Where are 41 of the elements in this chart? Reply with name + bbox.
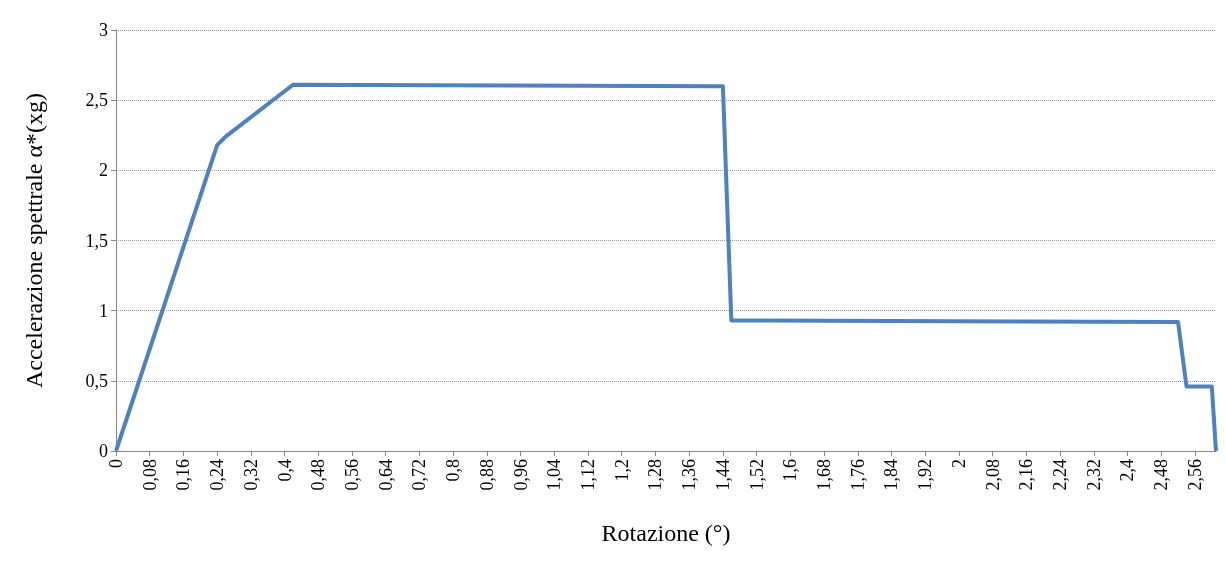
x-tick-label: 0,24	[207, 459, 228, 491]
x-tick-label: 2,56	[1184, 459, 1205, 491]
x-tick-label: 2,4	[1117, 459, 1138, 482]
x-tick-label: 1,52	[746, 459, 767, 491]
x-tick-label: 1,84	[881, 459, 902, 491]
x-tick-label: 2,32	[1083, 459, 1104, 491]
x-tick-label: 1,68	[814, 459, 835, 491]
x-axis-title: Rotazione (°)	[601, 520, 731, 546]
x-tick-label: 2,24	[1050, 459, 1071, 491]
y-tick-label: 3	[99, 20, 108, 40]
x-tick-label: 0	[106, 459, 126, 468]
x-tick-label: 0,08	[139, 459, 160, 491]
x-tick-label: 1,04	[544, 459, 565, 491]
x-tick-label: 0,56	[342, 459, 363, 491]
x-tick-label: 1,92	[915, 459, 936, 491]
x-tick-label: 0,8	[443, 459, 464, 482]
x-tick-label: 0,32	[240, 459, 261, 491]
x-tick-label: 2,16	[1016, 459, 1037, 491]
y-tick-label: 2,5	[85, 90, 108, 111]
y-tick-label: 1	[99, 300, 108, 321]
x-tick-label: 1,2	[611, 459, 632, 482]
x-tick-label: 1,12	[578, 459, 599, 491]
x-tick-label: 0,72	[409, 459, 430, 491]
x-tick-label: 0,88	[476, 459, 497, 491]
x-tick-label: 0,96	[510, 459, 531, 491]
x-tick-label: 1,28	[645, 459, 666, 491]
y-axis-title: Accelerazione spettrale α*(xg)	[21, 92, 47, 389]
x-tick-label: 0,4	[274, 459, 295, 482]
x-tick-label: 2,08	[982, 459, 1003, 491]
x-tick-label: 0,48	[308, 459, 329, 491]
x-tick-label: 1,44	[712, 459, 733, 491]
x-tick-label: 1,6	[780, 459, 801, 482]
x-tick-label: 0,16	[173, 459, 194, 491]
x-tick-label: 2	[948, 459, 969, 468]
y-tick-label: 1,5	[85, 230, 108, 251]
y-tick-label: 0,5	[85, 370, 108, 391]
y-tick-label: 2	[99, 160, 108, 181]
x-tick-label: 0,64	[375, 459, 396, 491]
x-tick-label: 2,48	[1151, 459, 1172, 491]
x-tick-label: 1,36	[679, 459, 700, 491]
x-tick-label: 1,76	[847, 459, 868, 491]
